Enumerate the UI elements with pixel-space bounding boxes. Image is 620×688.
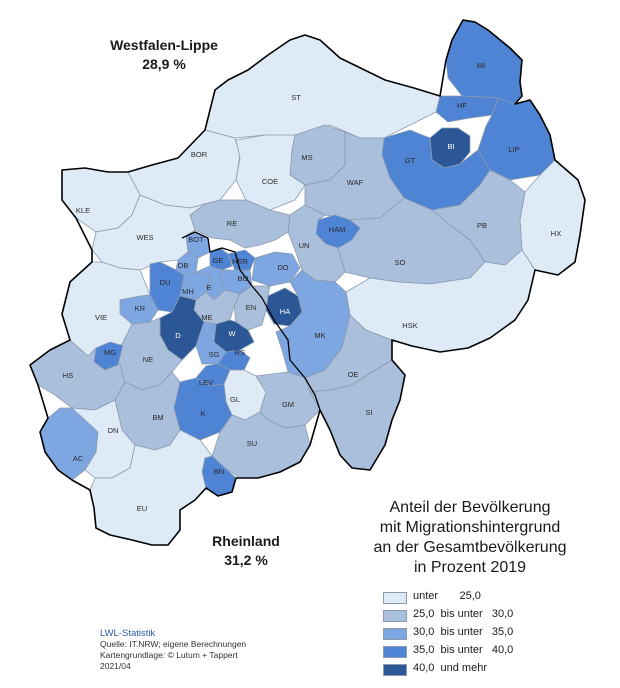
- region-westfalen-lippe: Westfalen-Lippe 28,9 %: [88, 36, 240, 74]
- legend-title-line: an der Gesamtbevölkerung: [373, 539, 567, 556]
- districts-layer: [29, 19, 586, 546]
- district-label: MI: [477, 61, 485, 70]
- legend-title-line: Anteil der Bevölkerung: [389, 499, 551, 516]
- district-label: ST: [291, 93, 301, 102]
- district-label: GE: [213, 256, 224, 265]
- district-bor: [127, 129, 241, 209]
- source-line: 2021/04: [100, 661, 131, 671]
- legend-swatch: [383, 664, 407, 676]
- district-label: HAM: [329, 225, 346, 234]
- district-label: W: [228, 329, 236, 338]
- district-label: EN: [246, 303, 256, 312]
- district-label: MG: [104, 348, 116, 357]
- district-st: [204, 34, 441, 141]
- district-label: BM: [152, 413, 163, 422]
- district-label: BN: [214, 467, 224, 476]
- district-label: HSK: [402, 321, 417, 330]
- district-hs: [29, 339, 126, 411]
- legend-swatch: [383, 610, 407, 622]
- district-coe: [235, 134, 306, 211]
- district-label: BOR: [191, 150, 208, 159]
- region-border: [181, 231, 321, 411]
- source-line: Kartengrundlage: © Lutum + Tappert: [100, 650, 238, 660]
- district-label: RE: [227, 219, 237, 228]
- region-rheinland-value: 31,2 %: [224, 552, 268, 568]
- district-re: [189, 199, 291, 249]
- district-label: HF: [457, 101, 467, 110]
- legend-label: unter 25,0: [413, 590, 481, 602]
- district-label: DO: [277, 263, 288, 272]
- district-label: DU: [160, 278, 171, 287]
- district-sg: [195, 321, 227, 365]
- district-her: [227, 249, 256, 271]
- state-border: [29, 19, 586, 546]
- district-label: DN: [108, 426, 119, 435]
- district-label: HA: [280, 307, 290, 316]
- district-label: GM: [282, 400, 294, 409]
- district-label: MH: [182, 287, 194, 296]
- district-label: COE: [262, 177, 278, 186]
- legend-label: 30,0 bis unter 35,0: [413, 626, 514, 638]
- source-note: LWL-Statistik Quelle: IT.NRW; eigene Ber…: [100, 628, 246, 672]
- district-label: HX: [551, 229, 561, 238]
- district-label: E: [206, 283, 211, 292]
- district-label: SI: [365, 408, 372, 417]
- region-rheinland-name: Rheinland: [212, 533, 280, 549]
- legend-label: 40,0 und mehr: [413, 662, 487, 674]
- district-label: WAF: [347, 178, 364, 187]
- district-label: SU: [247, 439, 257, 448]
- district-label: NE: [143, 355, 153, 364]
- district-label: SO: [395, 258, 406, 267]
- source-brand: LWL-Statistik: [100, 628, 156, 639]
- district-label: K: [200, 409, 205, 418]
- district-label: HER: [232, 257, 248, 266]
- district-label: KR: [135, 304, 146, 313]
- district-do: [251, 251, 301, 287]
- district-label: EU: [137, 504, 147, 513]
- region-rheinland: Rheinland 31,2 %: [180, 532, 312, 570]
- region-westfalen-lippe-value: 28,9 %: [142, 56, 186, 72]
- district-label: OB: [178, 261, 189, 270]
- district-label: GT: [405, 156, 416, 165]
- district-label: AC: [73, 454, 84, 463]
- district-label: KLE: [76, 206, 90, 215]
- district-label: LIP: [508, 145, 519, 154]
- district-label: BO: [238, 274, 249, 283]
- district-label: BOT: [188, 235, 204, 244]
- district-label: ME: [201, 313, 212, 322]
- district-label: MK: [314, 331, 325, 340]
- district-label: GL: [230, 395, 240, 404]
- borders-layer: [29, 19, 586, 546]
- legend-swatch: [383, 628, 407, 640]
- district-label: LEV: [199, 378, 213, 387]
- district-label: BI: [447, 142, 454, 151]
- source-line: Quelle: IT.NRW; eigene Berechnungen: [100, 639, 247, 649]
- region-westfalen-lippe-name: Westfalen-Lippe: [110, 37, 218, 53]
- district-label: WES: [136, 233, 153, 242]
- district-label: RS: [235, 348, 245, 357]
- district-hf: [435, 95, 499, 123]
- district-label: HS: [63, 371, 73, 380]
- district-label: MS: [301, 153, 312, 162]
- legend-label: 25,0 bis unter 30,0: [413, 608, 514, 620]
- district-label: PB: [477, 221, 487, 230]
- district-label: SG: [209, 350, 220, 359]
- district-label: UN: [299, 241, 310, 250]
- legend-label: 35,0 bis unter 40,0: [413, 644, 514, 656]
- district-un: [287, 204, 346, 283]
- district-label: D: [175, 331, 181, 340]
- legend-swatch: [383, 646, 407, 658]
- legend-title-line: mit Migrationshintergrund: [379, 519, 561, 536]
- district-label: OE: [348, 370, 359, 379]
- legend-title-line: in Prozent 2019: [413, 559, 527, 576]
- legend-swatch: [383, 592, 407, 604]
- district-label: VIE: [95, 313, 107, 322]
- legend-title: Anteil der Bevölkerung mit Migrationshin…: [340, 498, 600, 578]
